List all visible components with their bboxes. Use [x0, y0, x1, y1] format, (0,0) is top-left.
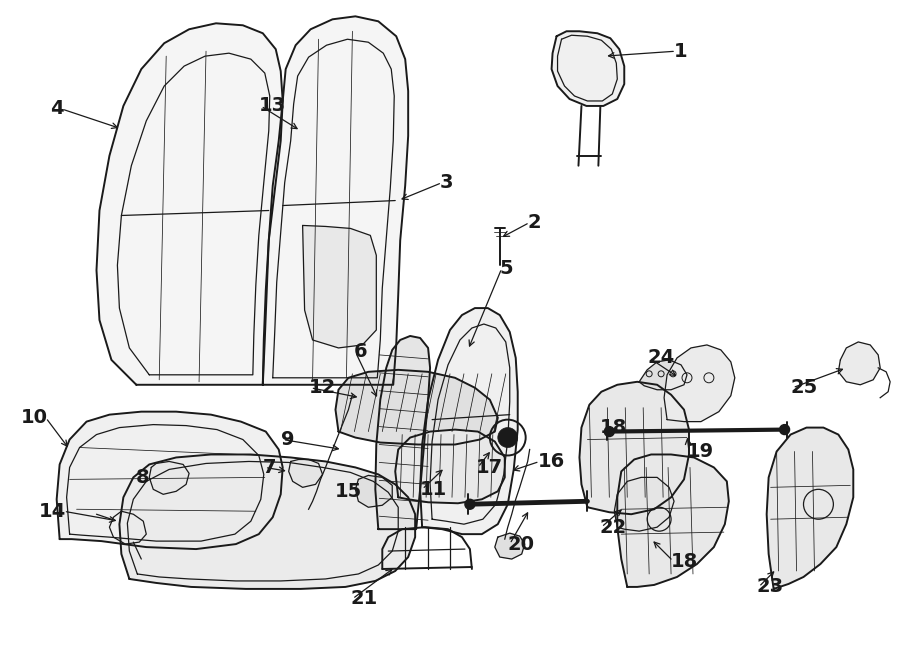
- Polygon shape: [495, 533, 525, 559]
- Polygon shape: [149, 461, 189, 494]
- Text: 12: 12: [309, 378, 336, 397]
- Text: 4: 4: [50, 99, 64, 118]
- Circle shape: [465, 499, 475, 509]
- Polygon shape: [289, 459, 322, 487]
- Text: 8: 8: [136, 468, 149, 487]
- Text: 22: 22: [599, 518, 626, 537]
- Text: 14: 14: [39, 502, 66, 521]
- Circle shape: [498, 428, 518, 447]
- Text: 6: 6: [354, 342, 367, 362]
- Text: 15: 15: [335, 482, 363, 501]
- Text: 10: 10: [21, 408, 48, 427]
- Text: 16: 16: [537, 452, 565, 471]
- Polygon shape: [580, 382, 689, 514]
- Polygon shape: [639, 360, 687, 390]
- Text: 9: 9: [281, 430, 294, 449]
- Polygon shape: [395, 430, 505, 503]
- Text: 20: 20: [508, 535, 535, 554]
- Text: 25: 25: [790, 378, 818, 397]
- Text: 5: 5: [500, 258, 513, 278]
- Polygon shape: [617, 455, 729, 587]
- Polygon shape: [57, 412, 283, 549]
- Text: 17: 17: [476, 458, 503, 477]
- Text: 21: 21: [350, 590, 378, 608]
- Text: 18: 18: [599, 418, 626, 437]
- Text: 13: 13: [259, 97, 286, 116]
- Text: 19: 19: [687, 442, 714, 461]
- Circle shape: [604, 426, 615, 436]
- Circle shape: [779, 424, 789, 434]
- Polygon shape: [664, 345, 734, 422]
- Text: 2: 2: [527, 213, 541, 232]
- Text: 23: 23: [757, 578, 784, 596]
- Polygon shape: [336, 370, 498, 444]
- Polygon shape: [552, 31, 625, 106]
- Polygon shape: [120, 455, 415, 589]
- Text: 24: 24: [647, 348, 674, 368]
- Polygon shape: [420, 308, 518, 534]
- Text: 7: 7: [263, 458, 276, 477]
- Polygon shape: [375, 336, 430, 529]
- Polygon shape: [302, 225, 376, 348]
- Polygon shape: [96, 23, 283, 385]
- Text: 1: 1: [674, 42, 688, 61]
- Polygon shape: [356, 475, 392, 507]
- Text: 3: 3: [440, 173, 454, 192]
- Polygon shape: [767, 428, 853, 589]
- Polygon shape: [839, 342, 880, 385]
- Polygon shape: [615, 477, 674, 531]
- Text: 18: 18: [671, 551, 698, 570]
- Text: 11: 11: [420, 480, 447, 499]
- Polygon shape: [263, 17, 409, 385]
